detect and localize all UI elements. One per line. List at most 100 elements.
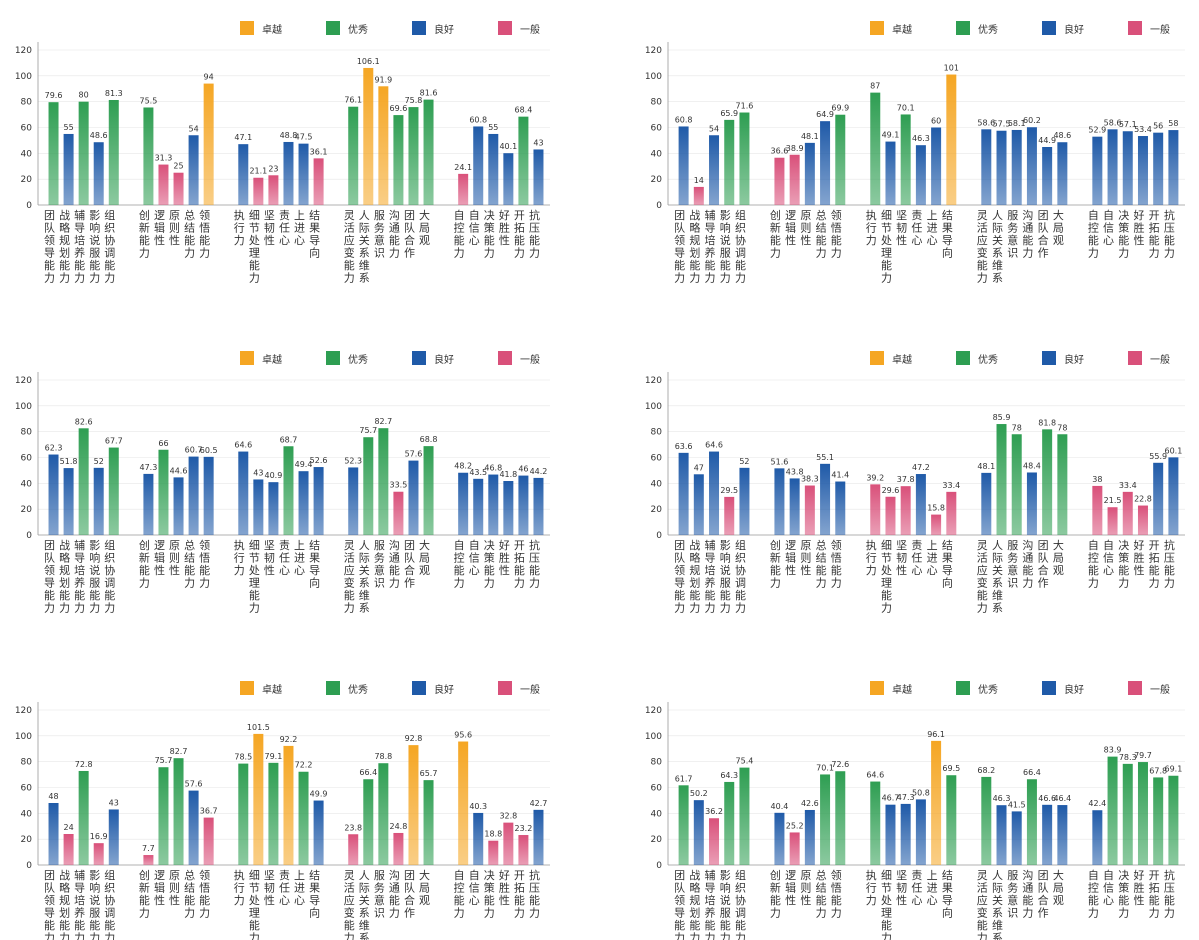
category-label: 原则性 (169, 869, 180, 907)
legend-label-1: 卓越 (262, 23, 282, 36)
data-label: 29.6 (882, 486, 900, 495)
legend-swatch-3 (412, 21, 426, 35)
y-tick-label: 40 (21, 809, 33, 819)
data-label: 25 (173, 162, 183, 171)
data-label: 25.2 (786, 821, 804, 830)
data-label: 91.9 (374, 75, 392, 84)
category-label: 创新能力 (770, 209, 781, 260)
data-label: 67.8 (1149, 766, 1167, 775)
bar (253, 733, 264, 865)
bar (709, 818, 720, 865)
y-tick-label: 80 (651, 428, 663, 438)
category-label: 团队领导能力 (44, 209, 55, 285)
data-label: 42.7 (530, 799, 548, 808)
bar (503, 822, 514, 865)
data-label: 43 (533, 138, 543, 147)
category-label: 团队领导能力 (674, 209, 685, 285)
bar (268, 175, 279, 205)
bar (173, 172, 184, 205)
data-label: 40.9 (265, 471, 283, 480)
legend-label-3: 良好 (1064, 683, 1084, 696)
bar (724, 496, 735, 535)
legend: 卓越 优秀 良好 一般 (870, 21, 1170, 36)
category-label: 自信心 (469, 209, 480, 247)
data-label: 43.5 (469, 468, 487, 477)
category-label: 大局观 (1053, 868, 1064, 907)
bar (946, 775, 957, 865)
category-label: 战略规划能力 (689, 209, 700, 285)
category-label: 服务意识 (1007, 209, 1018, 260)
data-label: 52.3 (344, 456, 362, 465)
bar (1137, 762, 1148, 865)
category-label: 团队合作 (404, 539, 415, 590)
legend-swatch-4 (498, 351, 512, 365)
category-label: 责任心 (279, 209, 290, 247)
data-label: 79.7 (1134, 751, 1152, 760)
data-label: 80 (79, 91, 89, 100)
bar (1057, 142, 1068, 205)
bar (789, 832, 800, 865)
data-label: 55 (488, 123, 498, 132)
data-label: 66.4 (1023, 768, 1041, 777)
y-tick-label: 20 (21, 175, 33, 185)
bar (1026, 127, 1037, 205)
data-label: 71.6 (736, 102, 754, 111)
data-label: 38 (1092, 475, 1102, 484)
bar (188, 790, 199, 865)
data-label: 75.8 (405, 96, 423, 105)
category-label: 领悟能力 (199, 869, 210, 920)
bar (488, 474, 499, 535)
data-label: 101 (944, 64, 959, 73)
data-label: 47.1 (234, 133, 252, 142)
bar (378, 86, 389, 205)
legend-swatch-2 (326, 681, 340, 695)
category-label: 沟通能力 (1022, 539, 1033, 590)
category-label: 灵活应变能力 (977, 209, 988, 285)
category-label: 人际关系维系 (992, 869, 1003, 940)
category-label: 创新能力 (139, 869, 150, 920)
data-label: 21.1 (249, 167, 267, 176)
bar (48, 454, 59, 535)
category-label: 好胜性 (499, 868, 510, 907)
y-tick-label: 120 (645, 46, 662, 56)
bar (203, 456, 214, 535)
bar (533, 149, 544, 205)
data-label: 79.6 (45, 91, 63, 100)
category-label: 辅导培养能力 (74, 538, 85, 615)
legend-label-3: 良好 (434, 683, 454, 696)
data-label: 48.1 (801, 132, 819, 141)
bar (488, 840, 499, 865)
data-label: 106.1 (357, 57, 380, 66)
category-label: 执行力 (234, 868, 245, 907)
chart-panel-3: 卓越 优秀 良好 一般 0 20 40 60 80 100 120 62.3 团队领导能力 51.8 战略规… (15, 351, 550, 615)
bar (313, 800, 324, 865)
data-label: 78 (1057, 423, 1067, 432)
category-label: 辅导培养能力 (74, 208, 85, 285)
category-label: 上进心 (294, 539, 305, 577)
data-label: 39.2 (866, 473, 884, 482)
data-label: 55.1 (816, 453, 834, 462)
bar (78, 770, 89, 865)
data-label: 57.5 (993, 120, 1011, 129)
category-label: 组织协调能力 (735, 208, 746, 285)
bar (93, 467, 104, 535)
data-label: 82.6 (75, 417, 93, 426)
data-label: 83.9 (1104, 746, 1122, 755)
data-label: 78 (1012, 423, 1022, 432)
category-label: 结果导向 (309, 209, 320, 260)
category-label: 总结能力 (184, 208, 195, 260)
bar (1122, 763, 1133, 865)
legend-swatch-1 (870, 681, 884, 695)
bar (238, 144, 249, 205)
data-label: 22.8 (1134, 495, 1152, 504)
category-label: 细节处理能力 (249, 209, 260, 285)
data-label: 29.5 (720, 486, 738, 495)
category-label: 开拓能力 (514, 869, 525, 920)
data-label: 36.6 (771, 147, 789, 156)
bar (1122, 491, 1133, 535)
data-label: 67.7 (105, 437, 123, 446)
bar (870, 781, 881, 865)
bar (393, 115, 404, 205)
data-label: 18.8 (484, 830, 502, 839)
data-label: 48.8 (280, 131, 298, 140)
